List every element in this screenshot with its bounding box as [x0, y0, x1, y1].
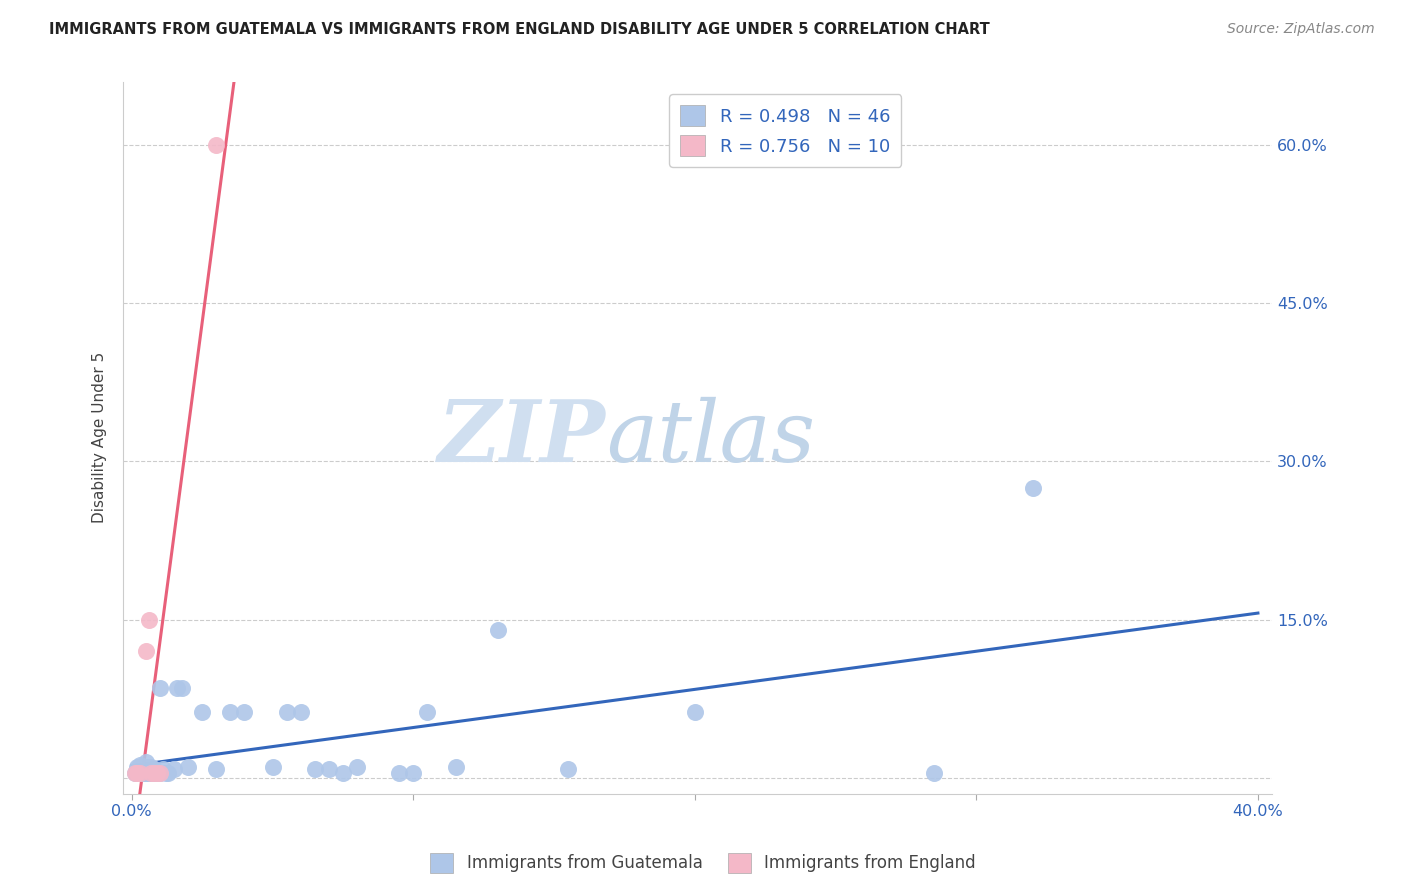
Point	[557, 763, 579, 777]
Point	[143, 765, 166, 780]
Point	[233, 706, 256, 720]
Point	[177, 760, 200, 774]
Point	[127, 763, 149, 777]
Text: IMMIGRANTS FROM GUATEMALA VS IMMIGRANTS FROM ENGLAND DISABILITY AGE UNDER 5 CORR: IMMIGRANTS FROM GUATEMALA VS IMMIGRANTS …	[49, 22, 990, 37]
Point	[124, 765, 146, 780]
Point	[486, 623, 509, 637]
Point	[138, 765, 160, 780]
Point	[135, 765, 157, 780]
Point	[318, 763, 340, 777]
Text: Source: ZipAtlas.com: Source: ZipAtlas.com	[1227, 22, 1375, 37]
Point	[135, 760, 157, 774]
Point	[683, 706, 706, 720]
Point	[146, 765, 169, 780]
Point	[135, 755, 157, 769]
Point	[290, 706, 312, 720]
Point	[205, 138, 228, 153]
Point	[163, 763, 186, 777]
Point	[155, 765, 177, 780]
Text: atlas: atlas	[606, 396, 815, 479]
Point	[149, 765, 172, 780]
Point	[416, 706, 439, 720]
Point	[157, 765, 180, 780]
Point	[138, 613, 160, 627]
Point	[129, 758, 152, 772]
Legend: Immigrants from Guatemala, Immigrants from England: Immigrants from Guatemala, Immigrants fr…	[423, 847, 983, 880]
Point	[219, 706, 242, 720]
Point	[332, 765, 354, 780]
Point	[135, 644, 157, 658]
Legend: R = 0.498   N = 46, R = 0.756   N = 10: R = 0.498 N = 46, R = 0.756 N = 10	[669, 95, 901, 167]
Point	[127, 765, 149, 780]
Point	[346, 760, 368, 774]
Point	[152, 763, 174, 777]
Point	[276, 706, 298, 720]
Point	[1021, 481, 1043, 495]
Point	[172, 681, 194, 695]
Point	[191, 706, 214, 720]
Y-axis label: Disability Age Under 5: Disability Age Under 5	[93, 352, 107, 524]
Point	[146, 765, 169, 780]
Point	[141, 760, 163, 774]
Point	[149, 765, 172, 780]
Point	[149, 681, 172, 695]
Point	[141, 765, 163, 780]
Point	[129, 763, 152, 777]
Point	[444, 760, 467, 774]
Point	[124, 765, 146, 780]
Point	[127, 760, 149, 774]
Point	[143, 765, 166, 780]
Point	[304, 763, 326, 777]
Point	[143, 763, 166, 777]
Text: ZIP: ZIP	[437, 396, 606, 480]
Point	[205, 763, 228, 777]
Point	[262, 760, 284, 774]
Point	[132, 765, 155, 780]
Point	[166, 681, 188, 695]
Point	[402, 765, 425, 780]
Point	[388, 765, 411, 780]
Point	[138, 763, 160, 777]
Point	[132, 760, 155, 774]
Point	[141, 765, 163, 780]
Point	[129, 765, 152, 780]
Point	[922, 765, 945, 780]
